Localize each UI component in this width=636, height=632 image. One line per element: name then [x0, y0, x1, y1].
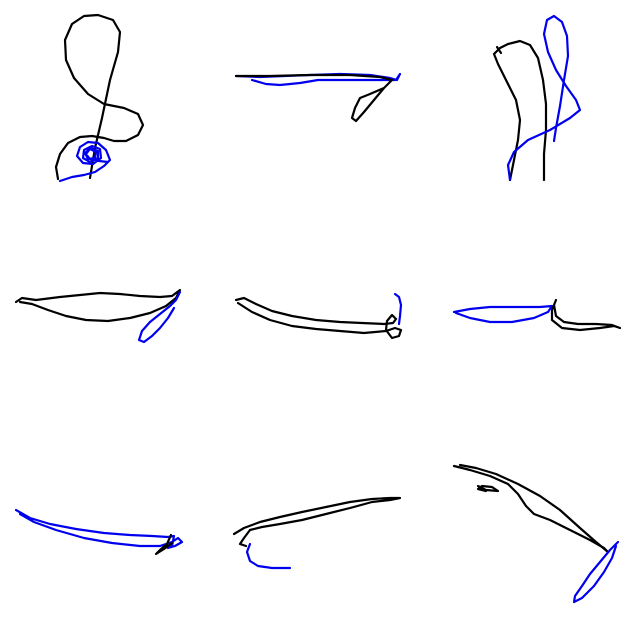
- sketch-5-blue-stroke: [393, 292, 403, 326]
- sketch-cell-6: [452, 298, 622, 332]
- sketch-cell-5: [234, 292, 403, 340]
- sketch-1-blue-stroke: [58, 140, 112, 183]
- sketch-3-blue-stroke: [506, 14, 582, 182]
- sketch-cell-7: [14, 508, 184, 556]
- sketch-5-black-stroke: [234, 296, 403, 340]
- sketch-7-blue-stroke: [14, 508, 184, 550]
- sketch-8-blue-stroke: [245, 542, 292, 570]
- sketch-9-blue-stroke: [572, 540, 620, 604]
- sketch-cell-8: [232, 496, 402, 570]
- sketch-2-black-stroke: [234, 73, 394, 123]
- sketch-cell-9: [452, 463, 620, 604]
- sketch-cell-2: [234, 72, 402, 123]
- sketch-4-blue-stroke: [137, 290, 182, 344]
- sketch-6-black-stroke: [550, 298, 622, 332]
- sketch-1-black-stroke: [54, 13, 145, 181]
- sketch-cell-3: [492, 14, 582, 182]
- sketch-4-black-stroke: [14, 288, 182, 323]
- sketch-8-black-stroke: [232, 496, 402, 548]
- sketch-9-black-squiggle: [476, 484, 500, 493]
- sketch-9-black-stroke: [452, 463, 610, 554]
- sketch-6-blue-stroke: [452, 304, 554, 324]
- sketch-3-black-tick: [495, 45, 503, 55]
- sketch-7-black-stroke: [154, 533, 174, 556]
- sketch-cell-1: [54, 13, 145, 183]
- sketch-cell-4: [14, 288, 182, 344]
- sketch-3-black-stroke: [492, 39, 548, 182]
